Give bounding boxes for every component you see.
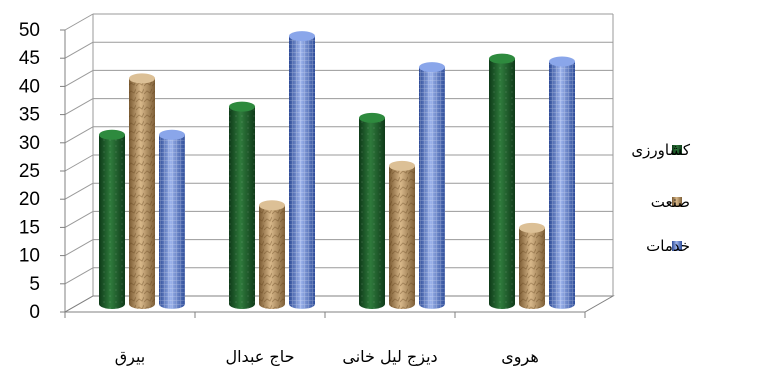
y-tick-label: 15: [19, 217, 40, 238]
y-tick-label: 10: [19, 246, 40, 267]
side-gridline: [64, 13, 94, 31]
side-gridline: [64, 239, 94, 257]
y-tick-label: 30: [19, 133, 40, 154]
labels: 0 5 10 15 20 25 30 35 40 45 50 بیرق حاج عبدال دیزج لی…: [19, 20, 539, 367]
y-tick-label: 20: [19, 189, 40, 210]
bar: [289, 31, 315, 309]
side-gridline: [64, 41, 94, 59]
legend: کشاورزی صنعت خدمات: [631, 141, 690, 255]
y-tick-label: 0: [29, 302, 40, 323]
bars: [99, 31, 575, 310]
x-tick-label: هروی: [501, 347, 539, 367]
legend-item: خدمات: [646, 237, 690, 255]
bar: [259, 200, 285, 309]
y-tick-label: 35: [19, 105, 40, 126]
y-tick-label: 40: [19, 76, 40, 97]
bar: [489, 53, 515, 309]
bar: [549, 56, 575, 310]
bar: [229, 101, 255, 309]
legend-swatch: [672, 241, 682, 251]
y-tick-label: 45: [19, 48, 40, 69]
floor: [63, 295, 615, 313]
x-tick-label: حاج عبدال: [225, 347, 294, 367]
side-gridline: [64, 182, 94, 200]
bar: [359, 112, 385, 309]
bar: [159, 129, 185, 309]
x-tick-label: دیزج لیل خانی: [342, 347, 437, 367]
legend-label: صنعت: [651, 193, 690, 211]
side-gridline: [64, 267, 94, 285]
legend-label: کشاورزی: [631, 141, 690, 159]
side-gridline: [64, 210, 94, 228]
axes: [60, 14, 615, 318]
bar: [99, 129, 125, 309]
legend-swatch: [672, 145, 682, 155]
legend-swatch: [672, 197, 682, 207]
legend-item: صنعت: [651, 193, 690, 211]
y-tick-label: 50: [19, 20, 40, 41]
bar: [389, 160, 415, 309]
side-gridline: [64, 98, 94, 116]
legend-item: کشاورزی: [631, 141, 690, 159]
side-gridline: [64, 154, 94, 172]
bar: [519, 222, 545, 309]
bar: [129, 73, 155, 310]
side-gridline: [64, 126, 94, 144]
legend-label: خدمات: [646, 237, 690, 255]
bar: [419, 62, 445, 310]
side-gridline: [64, 69, 94, 87]
y-tick-label: 5: [29, 274, 40, 295]
x-tick-label: بیرق: [115, 347, 146, 367]
y-tick-label: 25: [19, 161, 40, 182]
